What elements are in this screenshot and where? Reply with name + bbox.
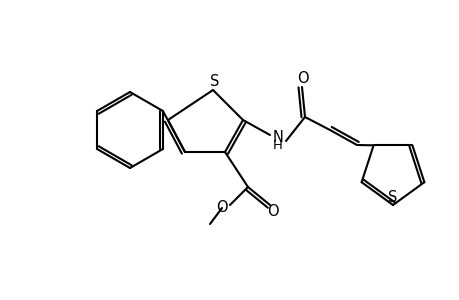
Text: S: S — [387, 190, 397, 205]
Text: N: N — [272, 130, 283, 145]
Text: S: S — [210, 74, 219, 88]
Text: O: O — [216, 200, 227, 215]
Text: H: H — [273, 139, 282, 152]
Text: O: O — [267, 205, 278, 220]
Text: O: O — [297, 70, 308, 86]
